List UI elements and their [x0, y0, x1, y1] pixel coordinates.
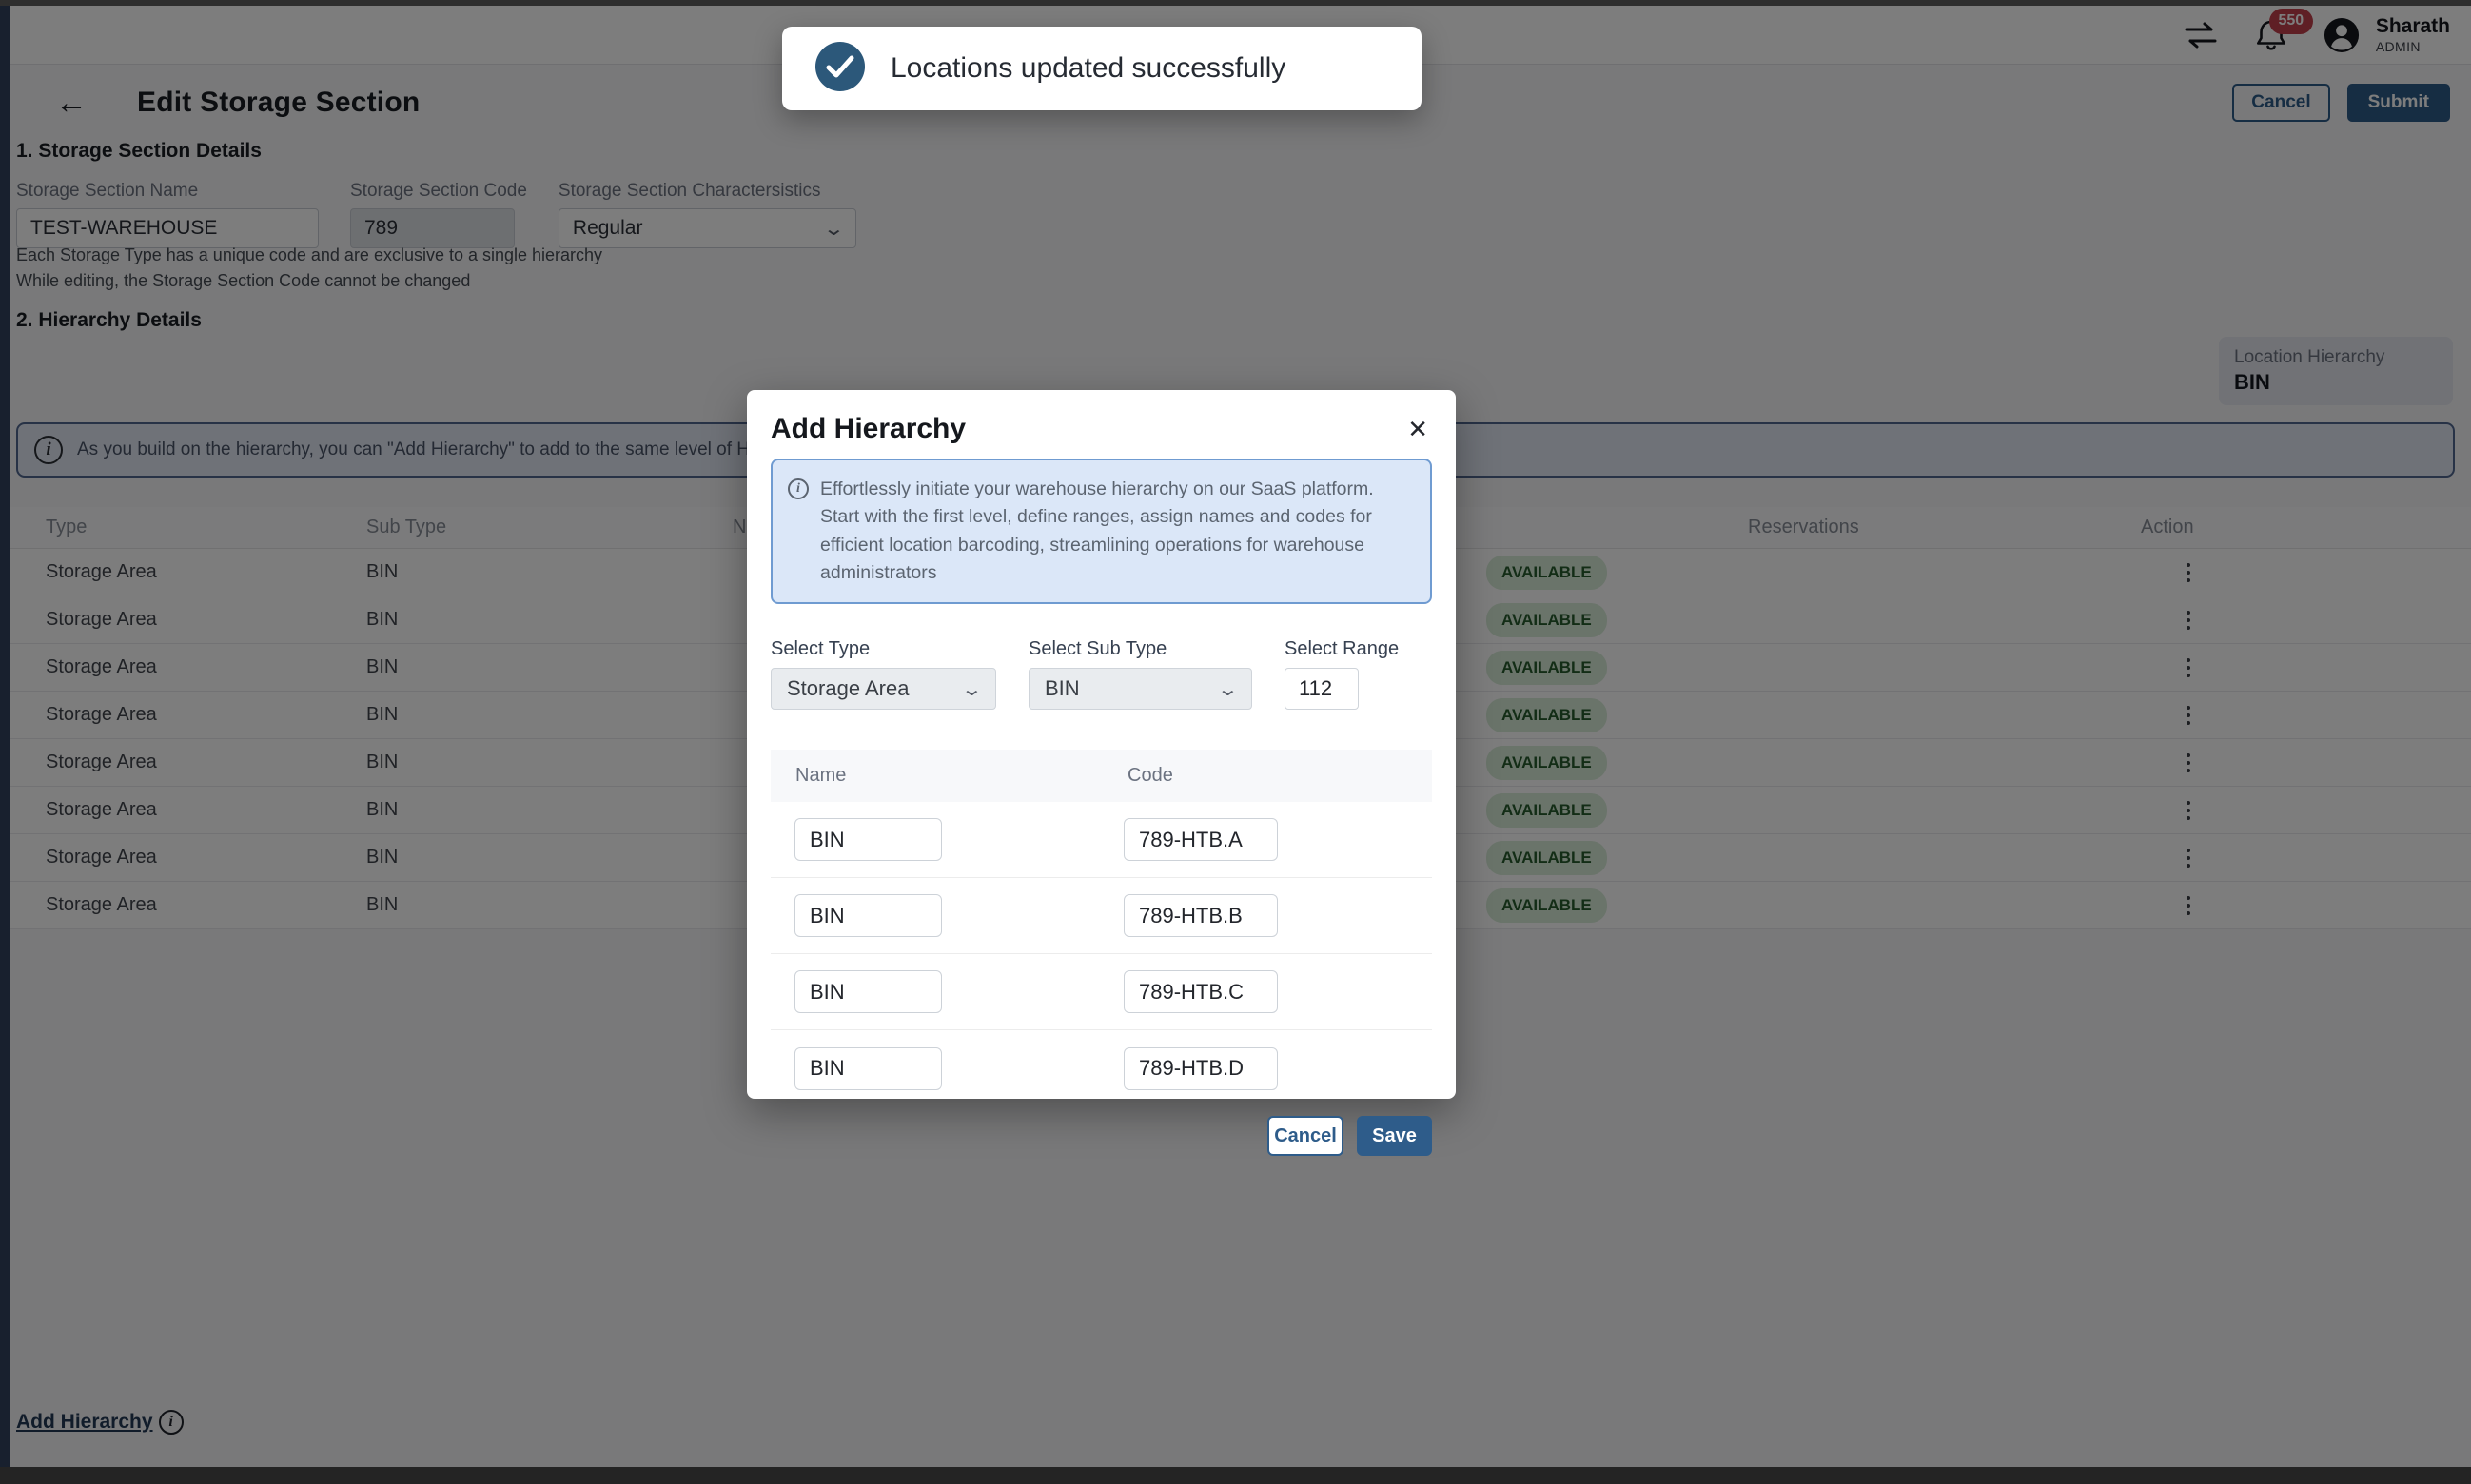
success-toast: Locations updated successfully	[782, 27, 1422, 110]
code-input[interactable]	[1124, 894, 1278, 937]
modal-info-box: i Effortlessly initiate your warehouse h…	[771, 459, 1432, 604]
select-sub-type-dropdown[interactable]: BIN ⌄	[1029, 668, 1252, 710]
grid-row	[771, 878, 1432, 954]
grid-row	[771, 802, 1432, 878]
select-range-label: Select Range	[1285, 638, 1400, 659]
code-input[interactable]	[1124, 818, 1278, 861]
close-icon[interactable]: ✕	[1407, 415, 1428, 443]
modal-select-row: Select Type Storage Area ⌄ Select Sub Ty…	[771, 638, 1432, 710]
name-input[interactable]	[794, 894, 942, 937]
modal-save-button[interactable]: Save	[1357, 1116, 1432, 1156]
modal-info-text: Effortlessly initiate your warehouse hie…	[820, 478, 1374, 583]
select-type-label: Select Type	[771, 638, 871, 659]
select-type-dropdown[interactable]: Storage Area ⌄	[771, 668, 996, 710]
success-check-icon	[814, 41, 866, 97]
add-hierarchy-modal: Add Hierarchy ✕ i Effortlessly initiate …	[747, 390, 1456, 1156]
name-input[interactable]	[794, 818, 942, 861]
name-input[interactable]	[794, 970, 942, 1013]
grid-row	[771, 1030, 1432, 1106]
modal-name-code-grid: Name Code	[771, 750, 1432, 1106]
chevron-down-icon: ⌄	[1216, 678, 1240, 700]
select-type-value: Storage Area	[787, 676, 910, 700]
select-sub-type-value: BIN	[1045, 676, 1080, 700]
chevron-down-icon: ⌄	[960, 678, 984, 700]
grid-code-header: Code	[1128, 765, 1173, 786]
toast-message: Locations updated successfully	[891, 52, 1286, 84]
grid-row	[771, 954, 1432, 1030]
modal-cancel-button[interactable]: Cancel	[1267, 1116, 1343, 1156]
info-icon: i	[788, 478, 809, 499]
grid-name-header: Name	[795, 765, 847, 786]
modal-title: Add Hierarchy	[771, 413, 967, 444]
modal-footer: Cancel Save	[771, 1116, 1432, 1156]
select-range-input[interactable]	[1285, 668, 1359, 710]
select-sub-type-label: Select Sub Type	[1029, 638, 1167, 659]
name-input[interactable]	[794, 1046, 942, 1090]
code-input[interactable]	[1124, 1046, 1278, 1090]
code-input[interactable]	[1124, 970, 1278, 1013]
